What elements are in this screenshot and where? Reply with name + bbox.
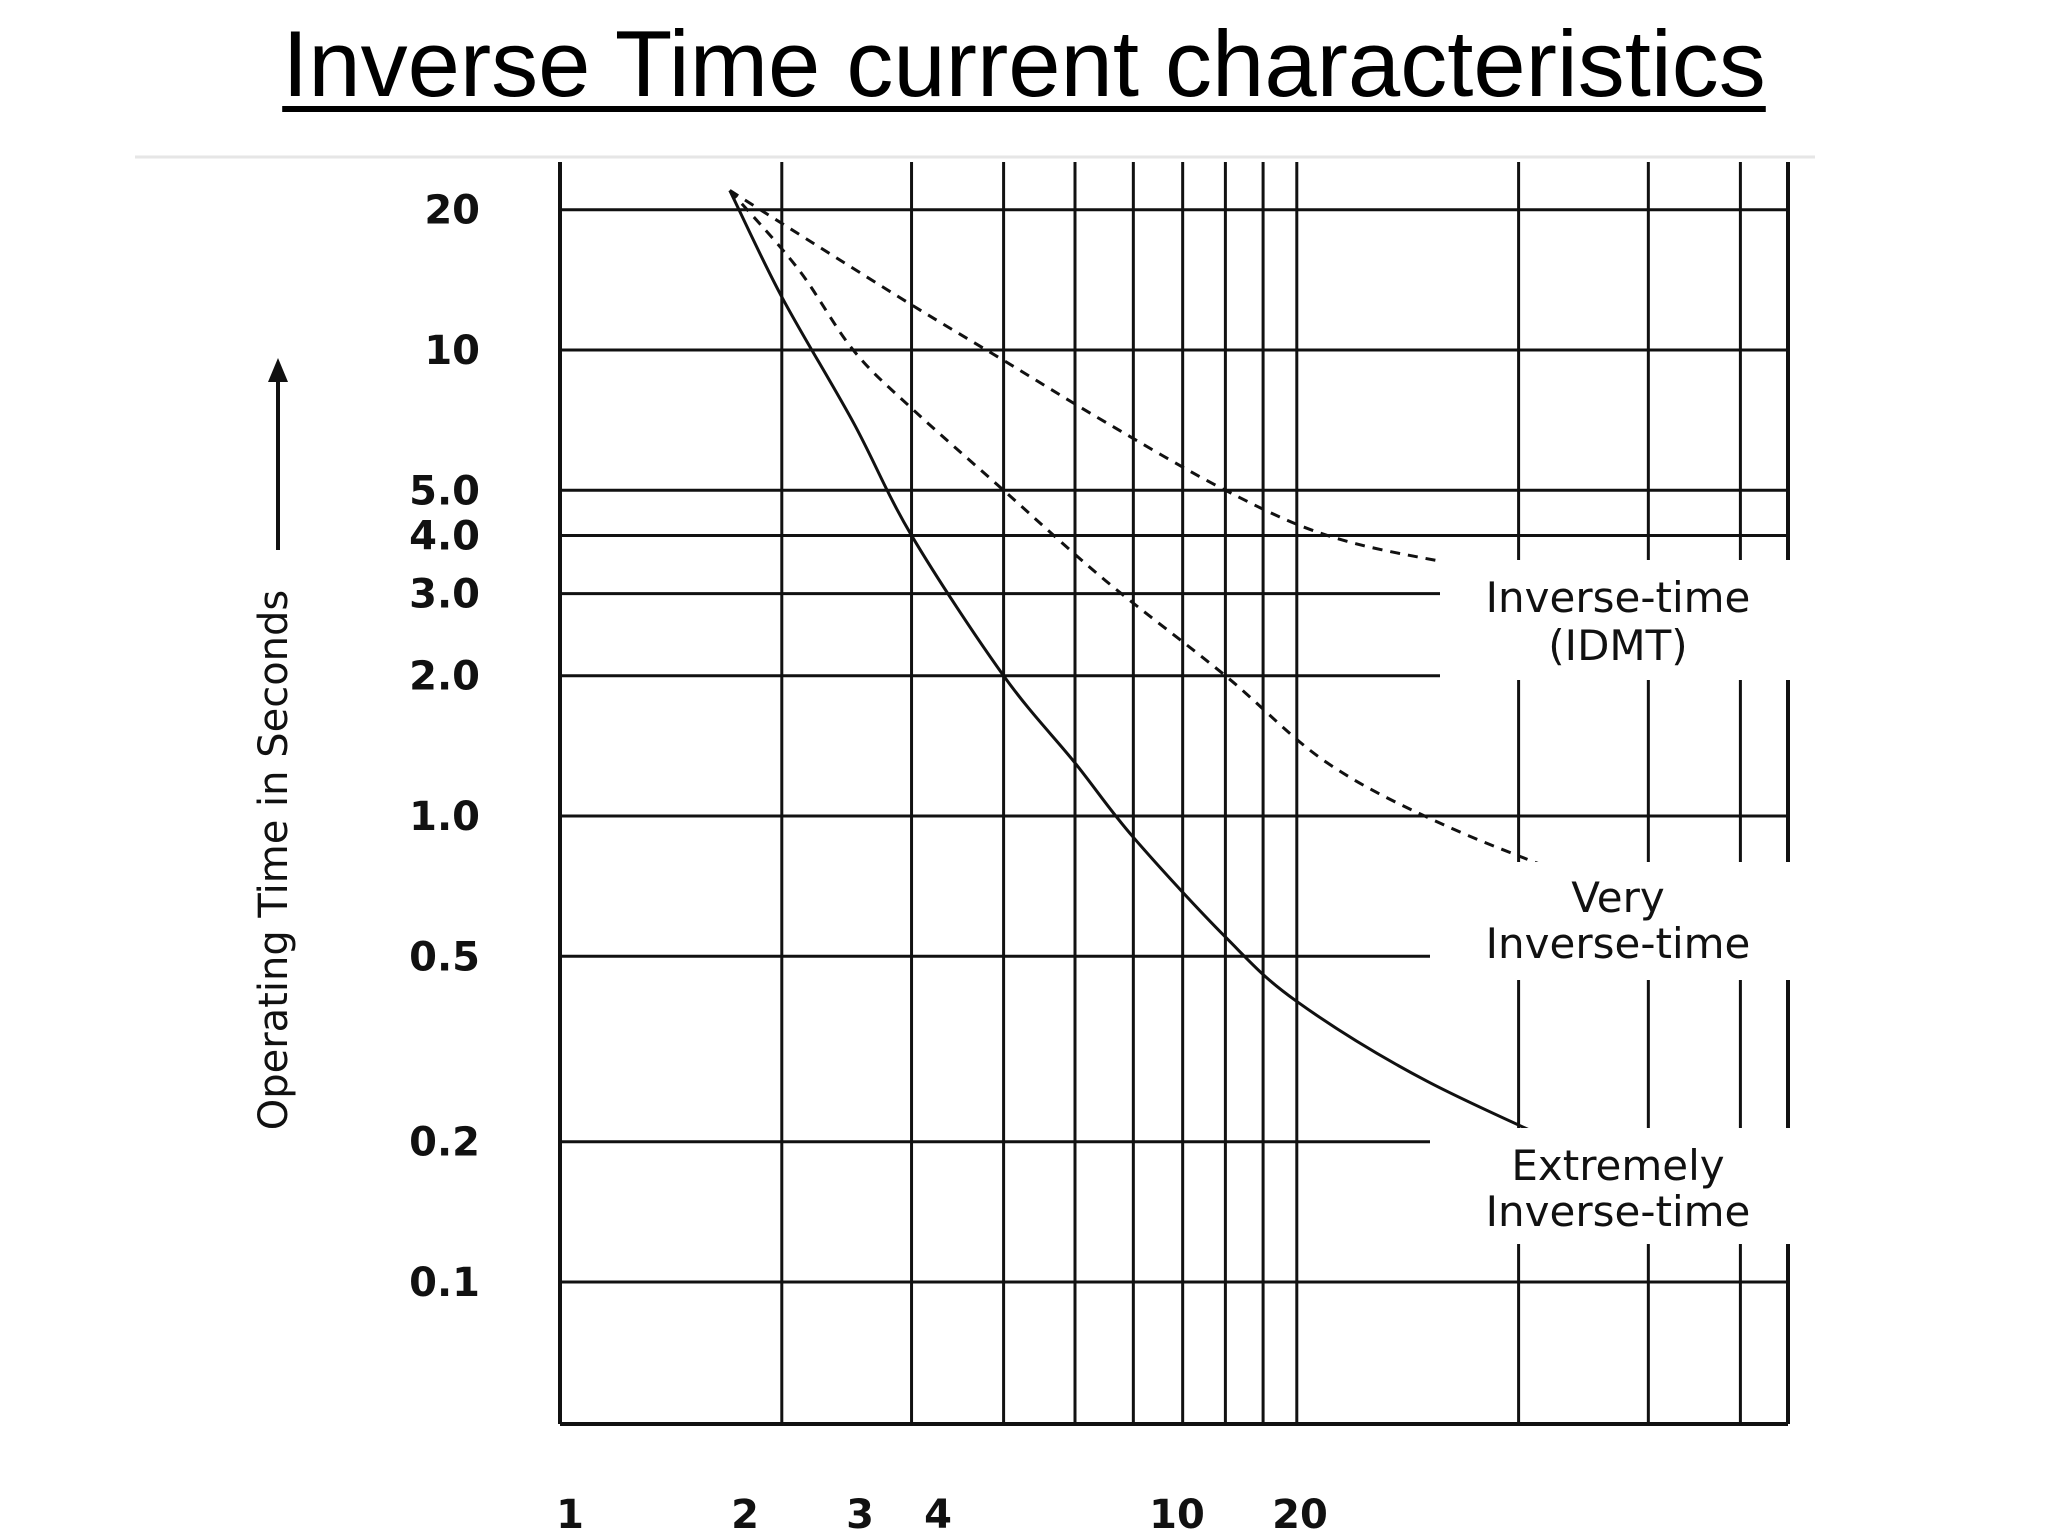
series-label: Extremely Inverse-time bbox=[1486, 1141, 1751, 1236]
series-label-box bbox=[1430, 1128, 1790, 1244]
y-tick-label: 0.2 bbox=[409, 1120, 480, 1166]
y-tick-label: 3.0 bbox=[409, 572, 480, 618]
series-label-box bbox=[1440, 560, 1790, 680]
very-inverse-curve bbox=[728, 189, 1604, 890]
y-axis-title-group: Operating Time in Seconds bbox=[251, 358, 297, 1130]
x-tick-label: 4 bbox=[924, 1492, 952, 1536]
y-tick-label: 0.1 bbox=[409, 1260, 480, 1306]
idmt-curve bbox=[728, 189, 1603, 589]
slide-title: Inverse Time current characteristics bbox=[282, 11, 1766, 116]
y-tick-label: 5.0 bbox=[409, 468, 480, 514]
series-label-box bbox=[1430, 862, 1790, 980]
x-tick-label: 20 bbox=[1272, 1492, 1328, 1536]
y-tick-label: 1.0 bbox=[409, 794, 480, 840]
x-tick-label: 10 bbox=[1149, 1492, 1205, 1536]
extremely-inverse-curve bbox=[728, 189, 1604, 1165]
series-layer bbox=[728, 189, 1604, 1165]
y-tick-label: 2.0 bbox=[409, 654, 480, 700]
y-axis-title: Operating Time in Seconds bbox=[251, 590, 297, 1131]
y-tick-label: 20 bbox=[424, 188, 480, 234]
x-tick-label: 1 bbox=[556, 1492, 584, 1536]
x-tick-label: 3 bbox=[846, 1492, 874, 1536]
y-tick-label: 10 bbox=[424, 328, 480, 374]
label-boxes: Inverse-time (IDMT) Very Inverse-time Extrem… bbox=[1430, 560, 1790, 1244]
y-tick-label: 0.5 bbox=[409, 934, 480, 980]
y-axis-arrow-head bbox=[268, 358, 288, 382]
series-label: Inverse-time (IDMT) bbox=[1486, 573, 1751, 670]
series-label: Very Inverse-time bbox=[1486, 873, 1751, 968]
tick-layer: 20 10 5.04.0 3.0 2.0 1.0 0.5 0.2 0.1 1 2 3 4 10 20 bbox=[409, 188, 1328, 1536]
y-tick-label: 4.0 bbox=[409, 513, 480, 559]
x-tick-label: 2 bbox=[731, 1492, 759, 1536]
